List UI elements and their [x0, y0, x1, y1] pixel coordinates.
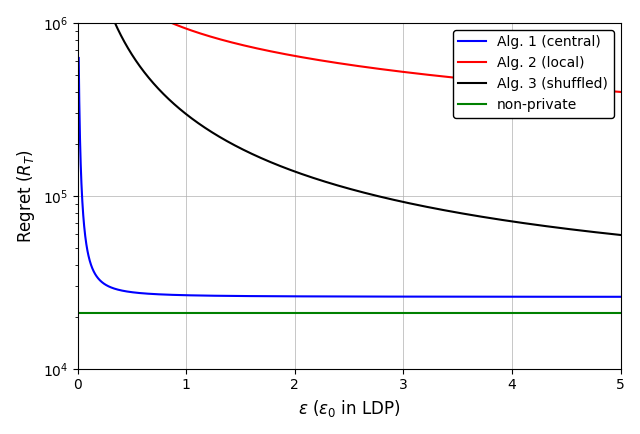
Alg. 1 (central): [606, 294, 614, 299]
non-private: [548, 310, 556, 316]
Alg. 3 (shuffled): [548, 224, 556, 230]
Alg. 1 (central): [306, 294, 314, 299]
Alg. 2 (local): [548, 84, 556, 89]
Alg. 3 (shuffled): [169, 100, 177, 105]
Alg. 2 (local): [283, 52, 291, 57]
Alg. 3 (shuffled): [617, 232, 625, 237]
Alg. 2 (local): [169, 21, 177, 26]
Alg. 1 (central): [75, 56, 83, 61]
Alg. 1 (central): [283, 294, 291, 299]
Alg. 3 (shuffled): [137, 65, 145, 70]
non-private: [283, 310, 291, 316]
non-private: [617, 310, 625, 316]
non-private: [606, 310, 614, 316]
Alg. 3 (shuffled): [606, 231, 614, 237]
Alg. 2 (local): [306, 56, 314, 61]
Line: Alg. 3 (shuffled): Alg. 3 (shuffled): [79, 0, 621, 235]
non-private: [169, 310, 177, 316]
Alg. 1 (central): [169, 292, 177, 297]
Line: Alg. 1 (central): Alg. 1 (central): [79, 58, 621, 297]
non-private: [306, 310, 314, 316]
Alg. 1 (central): [617, 294, 625, 299]
X-axis label: $\varepsilon$ ($\varepsilon_0$ in LDP): $\varepsilon$ ($\varepsilon_0$ in LDP): [298, 398, 401, 419]
Line: Alg. 2 (local): Alg. 2 (local): [79, 0, 621, 92]
Alg. 1 (central): [137, 290, 145, 296]
Alg. 2 (local): [606, 89, 614, 94]
non-private: [75, 310, 83, 316]
Alg. 2 (local): [617, 89, 625, 95]
Y-axis label: Regret ($R_T$): Regret ($R_T$): [15, 149, 37, 243]
Alg. 1 (central): [548, 294, 556, 299]
Legend: Alg. 1 (central), Alg. 2 (local), Alg. 3 (shuffled), non-private: Alg. 1 (central), Alg. 2 (local), Alg. 3…: [453, 30, 614, 118]
Alg. 3 (shuffled): [306, 174, 314, 179]
Alg. 3 (shuffled): [283, 166, 291, 171]
Alg. 2 (local): [137, 5, 145, 10]
non-private: [137, 310, 145, 316]
